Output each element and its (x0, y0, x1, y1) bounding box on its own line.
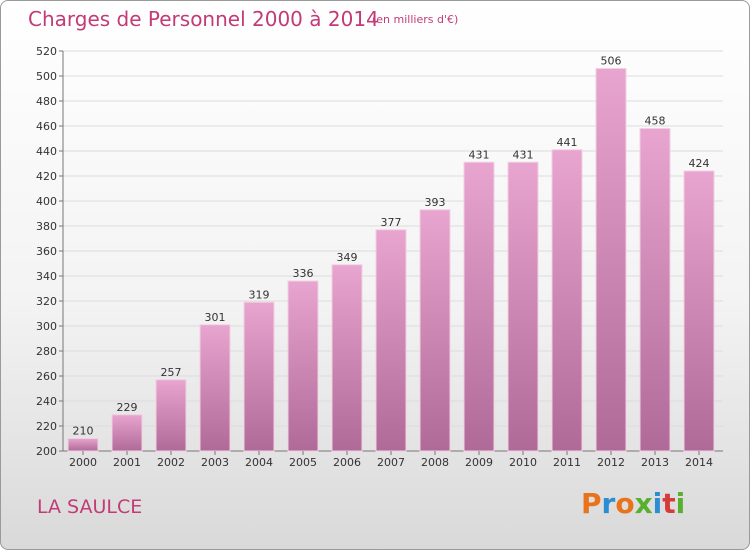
bar-value-label: 257 (161, 366, 182, 379)
x-tick-label: 2011 (553, 456, 581, 469)
bar-value-label: 431 (469, 148, 490, 161)
bar-value-label: 506 (601, 55, 622, 68)
x-tick-label: 2001 (113, 456, 141, 469)
bar (419, 209, 451, 452)
y-tick-label: 460 (36, 120, 57, 133)
x-axis-labels: 2000 2001 2002 2003 2004 2005 2006 2007 2008 2009… (69, 451, 713, 469)
x-tick-label: 2013 (641, 456, 669, 469)
bar (287, 280, 319, 452)
y-tick-label: 400 (36, 195, 57, 208)
bar (375, 229, 407, 452)
chart-title: Charges de Personnel 2000 à 2014 (28, 7, 379, 31)
logo-letter: t (662, 487, 676, 520)
location-name: LA SAULCE (37, 496, 143, 518)
y-tick-label: 220 (36, 420, 57, 433)
y-tick-label: 440 (36, 145, 57, 158)
bar-value-label: 377 (381, 216, 402, 229)
y-tick-label: 500 (36, 70, 57, 83)
bar-value-label: 393 (425, 196, 446, 209)
x-tick-label: 2005 (289, 456, 317, 469)
y-tick-label: 380 (36, 220, 57, 233)
x-tick-label: 2006 (333, 456, 361, 469)
logo-letter: P (581, 487, 602, 520)
y-tick-label: 340 (36, 270, 57, 283)
bar-value-label: 349 (337, 251, 358, 264)
y-tick-label: 280 (36, 345, 57, 358)
bar-value-label: 441 (557, 136, 578, 149)
bar (463, 161, 495, 452)
x-tick-label: 2002 (157, 456, 185, 469)
bar (243, 301, 275, 452)
x-tick-label: 2008 (421, 456, 449, 469)
logo-letter: i (652, 487, 663, 520)
bar-value-label: 319 (249, 288, 270, 301)
bar (683, 170, 715, 452)
y-tick-label: 300 (36, 320, 57, 333)
bar-value-label: 301 (205, 311, 226, 324)
bar-value-label: 210 (73, 425, 94, 438)
y-tick-label: 360 (36, 245, 57, 258)
bar (199, 324, 231, 452)
x-tick-label: 2014 (685, 456, 713, 469)
logo-letter: o (615, 487, 635, 520)
y-tick-label: 260 (36, 370, 57, 383)
bar-value-labels: 210 229 257 301 319 336 349 377 393 431 431 441 506 4… (73, 55, 710, 438)
bar (595, 68, 627, 452)
bar-value-label: 229 (117, 401, 138, 414)
x-tick-label: 2010 (509, 456, 537, 469)
y-tick-label: 320 (36, 295, 57, 308)
logo-letter: r (601, 487, 616, 520)
chart-subtitle: (en milliers d'€) (372, 13, 459, 26)
x-tick-label: 2000 (69, 456, 97, 469)
bar-value-label: 424 (689, 157, 710, 170)
x-tick-label: 2004 (245, 456, 273, 469)
x-tick-label: 2009 (465, 456, 493, 469)
x-tick-label: 2012 (597, 456, 625, 469)
x-tick-label: 2003 (201, 456, 229, 469)
y-tick-label: 420 (36, 170, 57, 183)
bar (507, 161, 539, 452)
bar (67, 438, 99, 452)
bar-value-label: 458 (645, 115, 666, 128)
bar (111, 414, 143, 452)
logo-letter: i (675, 487, 686, 520)
y-tick-label: 240 (36, 395, 57, 408)
bar-value-label: 431 (513, 148, 534, 161)
bar (551, 149, 583, 452)
bar (331, 264, 363, 452)
x-tick-label: 2007 (377, 456, 405, 469)
y-tick-label: 200 (36, 445, 57, 458)
y-tick-label: 480 (36, 95, 57, 108)
y-tick-label: 520 (36, 45, 57, 58)
bar (155, 379, 187, 452)
proxiti-logo: Proxiti (581, 487, 685, 520)
logo-letter: x (634, 487, 653, 520)
bar (639, 128, 671, 452)
bar-value-label: 336 (293, 267, 314, 280)
